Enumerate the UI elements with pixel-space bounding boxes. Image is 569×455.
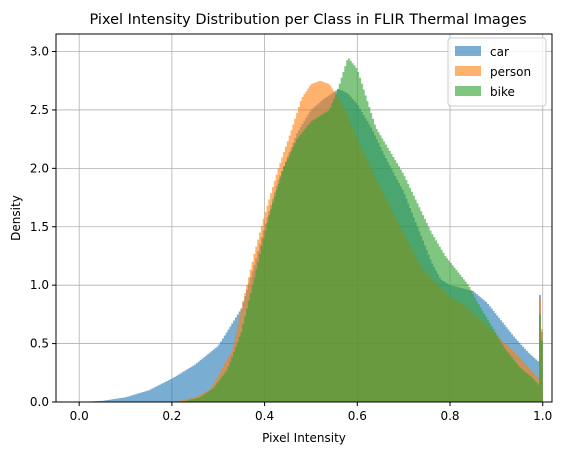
x-axis-label: Pixel Intensity: [262, 431, 346, 445]
y-tick-label: 1.0: [30, 278, 49, 292]
legend-swatch-bike: [455, 86, 481, 96]
x-tick-label: 1.0: [533, 409, 552, 423]
legend-label-car: car: [490, 45, 509, 59]
x-tick-label: 0.8: [440, 409, 459, 423]
axes-frame: [55, 33, 553, 403]
x-tick-label: 0.0: [70, 409, 89, 423]
legend-label-bike: bike: [490, 85, 515, 99]
x-tick-label: 0.4: [255, 409, 274, 423]
y-axis-ticks: 0.0 0.5 1.0 1.5 2.0 2.5 3.0: [30, 45, 56, 409]
y-tick-label: 3.0: [30, 45, 49, 59]
y-tick-label: 0.0: [30, 395, 49, 409]
y-tick-label: 1.5: [30, 220, 49, 234]
x-axis-ticks: 0.0 0.2 0.4 0.6 0.8 1.0: [70, 402, 552, 423]
histogram-series-bike: [181, 58, 543, 402]
histogram-bars: [79, 58, 543, 402]
legend: car person bike: [447, 37, 547, 107]
legend-label-person: person: [490, 65, 531, 79]
x-tick-label: 0.2: [162, 409, 181, 423]
legend-swatch-person: [455, 66, 481, 76]
axes: [55, 33, 553, 403]
legend-swatch-car: [455, 46, 481, 56]
y-tick-label: 2.5: [30, 103, 49, 117]
chart-title: Pixel Intensity Distribution per Class i…: [89, 12, 526, 28]
x-tick-label: 0.6: [348, 409, 367, 423]
y-tick-label: 2.0: [30, 161, 49, 175]
y-tick-label: 0.5: [30, 337, 49, 351]
y-axis-label: Density: [9, 195, 23, 241]
